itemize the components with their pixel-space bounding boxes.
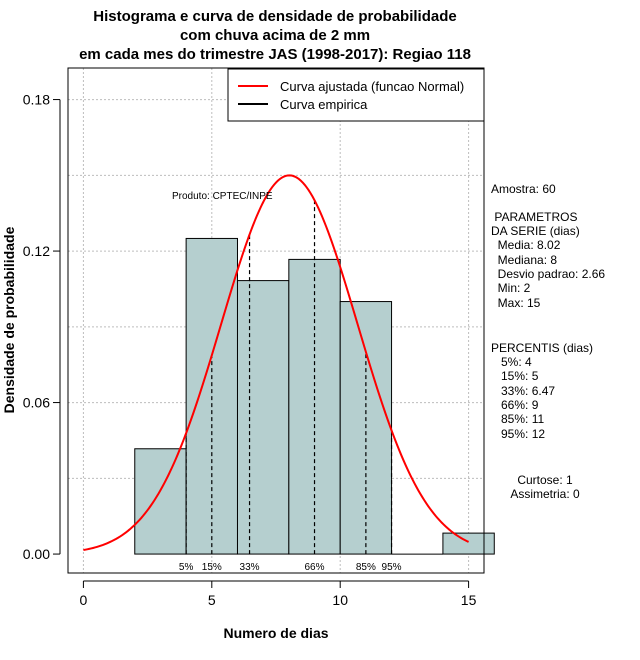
chart-title-line-1: Histograma e curva de densidade de proba… [93, 8, 456, 25]
percentile-marker-label: 5% [179, 562, 194, 573]
percentil-85: 85%: 11 [491, 412, 544, 426]
percentile-marker-label: 95% [382, 562, 402, 573]
percentile-markers: 5% 15% 33% 66% 85% 95% [179, 200, 402, 573]
stat-desvio: Desvio padrao: 2.66 [491, 267, 605, 281]
params-subheading: DA SERIE (dias) [491, 224, 580, 238]
stat-min: Min: 2 [491, 281, 531, 295]
statistics-panel: Amostra: 60 PARAMETROS DA SERIE (dias) M… [491, 182, 605, 501]
y-tick-label: 0.06 [23, 395, 50, 411]
histogram-bar [442, 532, 495, 555]
percentil-33: 33%: 6.47 [491, 384, 555, 398]
chart-title-line-3: em cada mes do trimestre JAS (1998-2017)… [79, 46, 471, 63]
plot-frame [67, 67, 485, 574]
assimetria: Assimetria: 0 [510, 487, 580, 501]
x-axis: 0 5 10 15 [80, 580, 477, 608]
percentile-marker-label: 66% [305, 562, 325, 573]
percentil-5: 5%: 4 [491, 355, 532, 369]
legend-entry-normal: Curva ajustada (funcao Normal) [280, 79, 464, 94]
y-axis-title: Densidade de probabilidade [1, 226, 17, 413]
legend-entry-empirical: Curva empirica [280, 97, 368, 112]
x-tick-label: 5 [208, 592, 216, 608]
product-label: Produto: CPTEC/INPE [172, 191, 273, 202]
stat-media: Media: 8.02 [491, 238, 561, 252]
percentile-marker-label: 15% [202, 562, 222, 573]
sample-size: Amostra: 60 [491, 182, 556, 196]
percentile-marker-label: 85% [356, 562, 376, 573]
legend: Curva ajustada (funcao Normal) Curva emp… [227, 68, 485, 122]
percentis-heading: PERCENTIS (dias) [491, 341, 593, 355]
curtose: Curtose: 1 [517, 473, 573, 487]
y-tick-label: 0.18 [23, 92, 50, 108]
percentil-15: 15%: 5 [491, 369, 539, 383]
stat-max: Max: 15 [491, 296, 541, 310]
y-axis: 0.00 0.06 0.12 0.18 [23, 92, 61, 562]
y-tick-label: 0.00 [23, 546, 50, 562]
x-axis-title: Numero de dias [223, 625, 328, 641]
legend-box [227, 68, 485, 122]
percentil-66: 66%: 9 [491, 398, 539, 412]
x-tick-label: 10 [332, 592, 348, 608]
chart-title-line-2: com chuva acima de 2 mm [180, 27, 370, 44]
x-tick-label: 15 [461, 592, 477, 608]
histogram-bar [134, 448, 187, 555]
stat-mediana: Mediana: 8 [491, 253, 557, 267]
y-tick-label: 0.12 [23, 243, 50, 259]
normal-curve-path [83, 174, 470, 552]
percentile-marker-label: 33% [240, 562, 260, 573]
histogram-bar [236, 280, 290, 555]
normal-curve [83, 174, 470, 552]
percentil-95: 95%: 12 [491, 427, 545, 441]
x-tick-label: 0 [80, 592, 88, 608]
params-heading: PARAMETROS [491, 210, 577, 224]
